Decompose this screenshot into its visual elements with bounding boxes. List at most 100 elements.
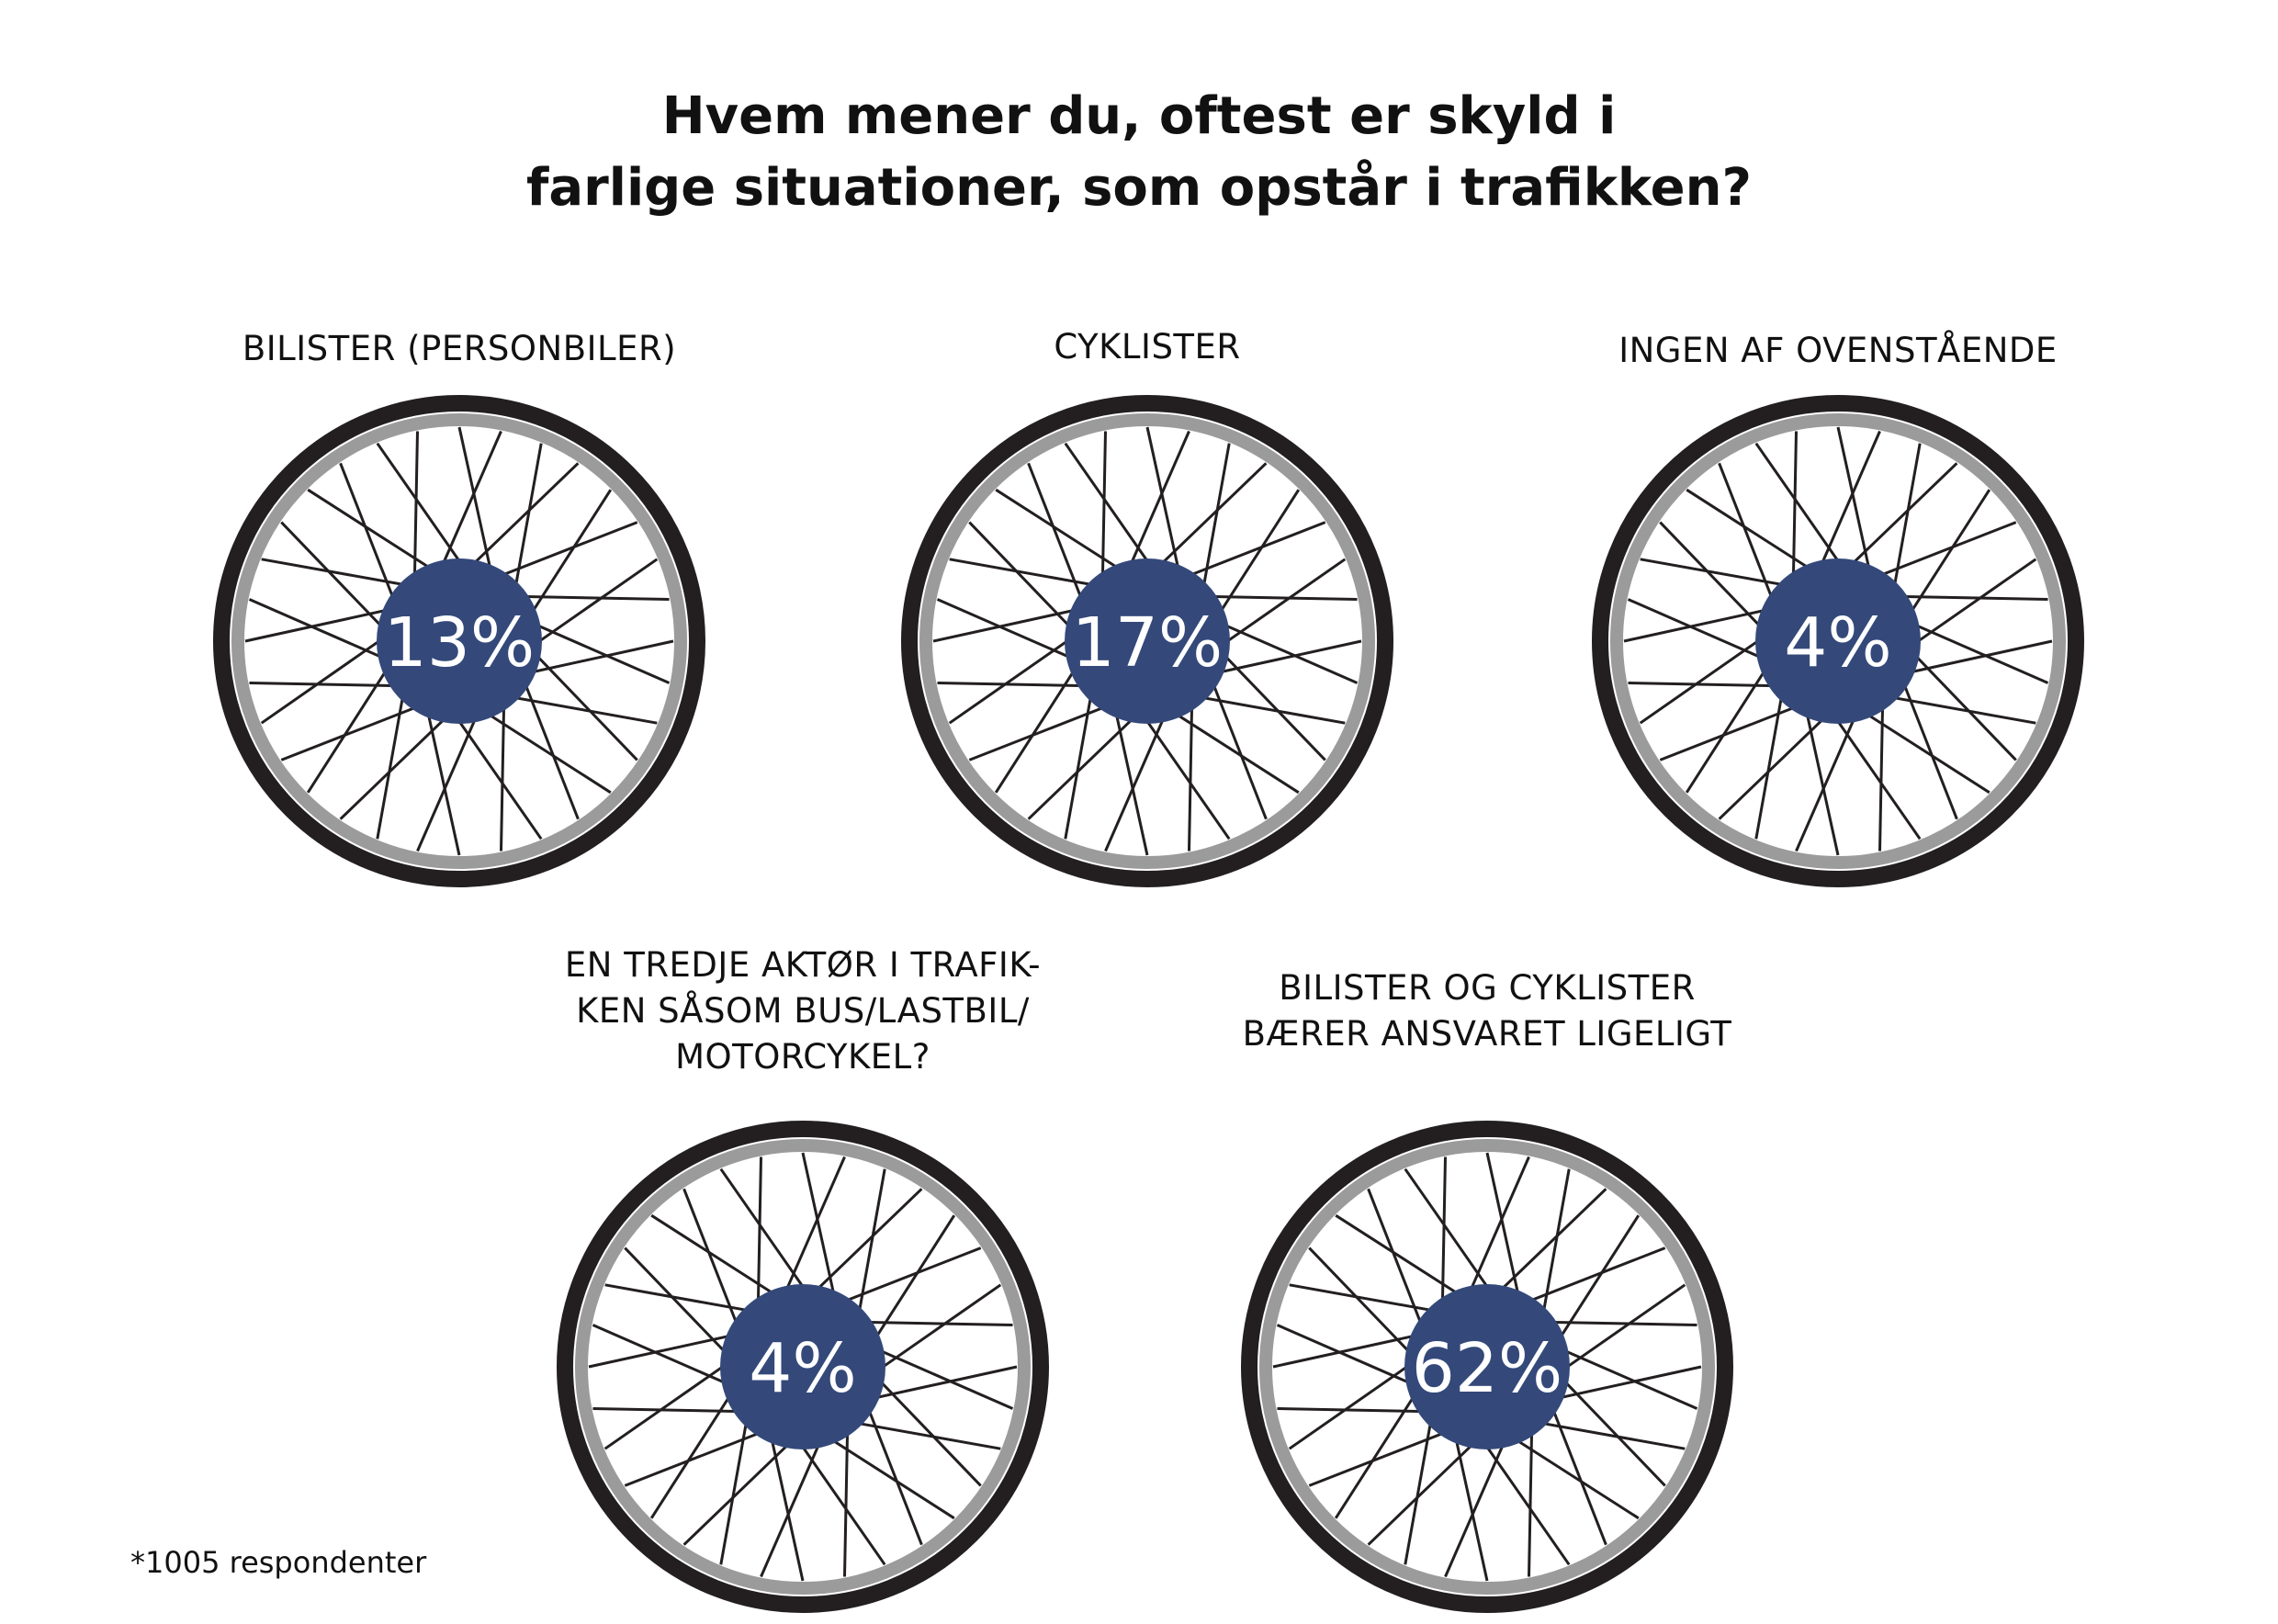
- spoke: [1902, 558, 2037, 653]
- chart-title-line-2: farlige situationer, som opstår i trafik…: [525, 158, 1753, 218]
- spoke: [650, 1213, 789, 1304]
- spoke: [1836, 426, 1875, 585]
- spoke: [1161, 704, 1300, 795]
- tire-ring: [901, 395, 1393, 887]
- spoke: [592, 1324, 742, 1392]
- bicycle-wheel: 17%: [890, 384, 1404, 898]
- spoke: [524, 558, 659, 653]
- spoke: [1501, 1429, 1640, 1520]
- spoke: [1186, 693, 1346, 725]
- spoke: [412, 431, 419, 593]
- spoke: [1718, 705, 1837, 820]
- spoke: [1889, 443, 1922, 603]
- spoke: [1686, 488, 1824, 579]
- spoke: [1206, 668, 1268, 820]
- spoke: [1546, 1393, 1607, 1546]
- spoke: [507, 594, 670, 601]
- spoke: [603, 1355, 739, 1450]
- spoke: [1064, 680, 1096, 840]
- spoke: [1551, 1368, 1666, 1487]
- spoke: [932, 604, 1091, 643]
- spoke: [447, 705, 543, 840]
- spoke: [801, 1152, 840, 1311]
- spoke: [863, 1342, 1014, 1410]
- category-label-line: EN TREDJE AKTØR I TRAFIK-: [564, 945, 1042, 985]
- spoke: [1212, 642, 1326, 761]
- spoke: [1894, 639, 2053, 678]
- spoke: [307, 488, 445, 579]
- percentage-value: 4%: [749, 1329, 856, 1408]
- percentage-value: 62%: [1412, 1329, 1562, 1408]
- spoke: [862, 1393, 923, 1546]
- wheel-graphic: 13%: [213, 395, 705, 887]
- spoke: [649, 1381, 740, 1519]
- spoke: [416, 702, 484, 852]
- spoke: [1100, 431, 1107, 593]
- spoke: [968, 700, 1121, 761]
- chart-title: Hvem mener du, oftest er skyld i farlige…: [0, 81, 2278, 224]
- spoke: [1064, 442, 1159, 577]
- spoke: [1462, 1156, 1530, 1306]
- spoke: [1027, 705, 1146, 820]
- hub-circle: [1755, 558, 1921, 724]
- category-label-line: MOTORCYKEL?: [675, 1037, 930, 1077]
- spoke: [719, 1167, 815, 1303]
- category-label: EN TREDJE AKTØR I TRAFIK- KEN SÅSOM BUS/L…: [344, 942, 1262, 1080]
- spoke: [1551, 1283, 1686, 1379]
- spoke: [829, 1246, 982, 1308]
- spoke: [1203, 639, 1362, 678]
- spoke: [948, 629, 1083, 725]
- rim-ring: [231, 413, 687, 869]
- rim-ring: [1610, 413, 2066, 869]
- spoke: [1865, 521, 2017, 582]
- rim-ring: [575, 1139, 1031, 1595]
- spoke: [1367, 1431, 1486, 1546]
- spoke: [588, 1330, 747, 1369]
- category-label-line: INGEN AF OVENSTÅENDE: [1618, 331, 2058, 370]
- spoke: [1899, 616, 2049, 684]
- spoke: [339, 462, 400, 615]
- category-label-line: BÆRER ANSVARET LIGELIGT: [1242, 1014, 1732, 1054]
- spoke: [1659, 521, 1774, 640]
- spoke: [261, 558, 421, 590]
- spoke: [1852, 704, 1990, 795]
- spoke: [756, 1156, 762, 1319]
- spoke: [524, 642, 638, 761]
- wheel-graphic: 62%: [1241, 1121, 1733, 1613]
- tire-ring: [1241, 1121, 1733, 1613]
- spoke: [376, 680, 408, 840]
- spoke: [592, 1407, 755, 1414]
- tire-ring: [213, 395, 705, 887]
- spoke: [719, 1405, 751, 1565]
- spoke: [1877, 693, 2036, 725]
- spoke: [376, 442, 471, 577]
- spoke: [1548, 1342, 1698, 1410]
- spoke: [1640, 558, 1799, 590]
- spoke: [778, 1156, 846, 1306]
- spoke: [682, 1431, 802, 1546]
- spoke: [500, 689, 506, 851]
- spoke: [851, 1320, 1013, 1326]
- spoke: [518, 668, 580, 820]
- hub-circle: [1404, 1284, 1570, 1449]
- spoke: [1027, 462, 1088, 615]
- spoke: [1444, 1427, 1512, 1578]
- category-label: INGEN AF OVENSTÅENDE: [1379, 328, 2278, 374]
- spoke: [1550, 1214, 1641, 1353]
- spoke: [1135, 705, 1231, 840]
- spoke: [1718, 462, 1779, 615]
- tire-ring: [557, 1121, 1049, 1613]
- spoke: [1897, 668, 1958, 820]
- spoke: [1795, 702, 1863, 852]
- spoke: [791, 1431, 886, 1566]
- spoke: [434, 430, 502, 581]
- spoke: [1289, 1283, 1449, 1315]
- spoke: [280, 700, 433, 761]
- spoke: [949, 558, 1109, 590]
- spoke: [1485, 1152, 1524, 1311]
- spoke: [522, 489, 613, 627]
- spoke: [1886, 594, 2048, 601]
- spoke: [994, 655, 1085, 794]
- spoke: [1111, 697, 1149, 856]
- hub-circle: [1065, 558, 1230, 724]
